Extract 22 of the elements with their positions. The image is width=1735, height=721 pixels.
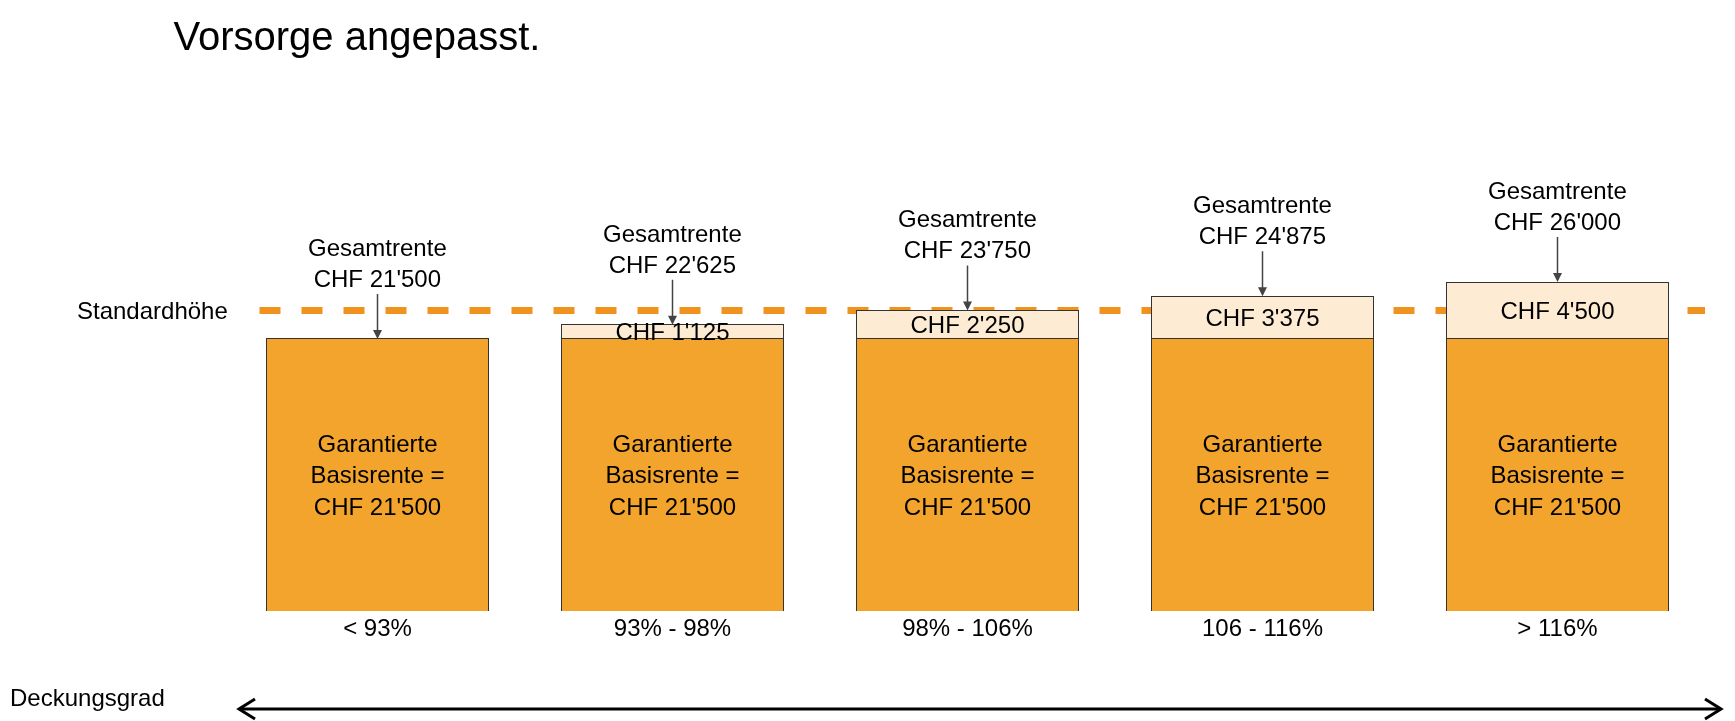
ref-line-label: Standardhöhe bbox=[77, 297, 228, 324]
data-label: CHF 2'250 bbox=[910, 311, 1025, 339]
x-tick-label: > 116% bbox=[1517, 614, 1598, 641]
x-tick-label: 93% - 98% bbox=[613, 614, 732, 641]
x-tick-label: 106 - 116% bbox=[1202, 614, 1323, 641]
data-label: CHF 4'500 bbox=[1500, 296, 1615, 324]
x-tick-label: 98% - 106% bbox=[902, 614, 1033, 641]
total-label: Gesamtrente CHF 22'625 bbox=[603, 220, 742, 279]
bar bbox=[266, 338, 489, 611]
data-label: Garantierte Basisrente = CHF 21'500 bbox=[1490, 430, 1625, 520]
x-axis-title: Deckungsgrad bbox=[10, 684, 165, 712]
total-label: Gesamtrente CHF 23'750 bbox=[898, 205, 1037, 264]
data-label: Garantierte Basisrente = CHF 21'500 bbox=[1195, 430, 1330, 520]
data-label: Garantierte Basisrente = CHF 21'500 bbox=[605, 430, 740, 520]
data-label: CHF 3'375 bbox=[1205, 304, 1320, 332]
x-tick-label: < 93% bbox=[343, 614, 412, 641]
data-label: Garantierte Basisrente = CHF 21'500 bbox=[310, 430, 445, 520]
total-label: Gesamtrente CHF 26'000 bbox=[1488, 177, 1627, 236]
total-label: Gesamtrente CHF 21'500 bbox=[308, 234, 447, 293]
data-label: Garantierte Basisrente = CHF 21'500 bbox=[900, 430, 1035, 520]
chart-title: Vorsorge angepasst. bbox=[173, 13, 541, 58]
total-label: Gesamtrente CHF 24'875 bbox=[1193, 191, 1332, 250]
